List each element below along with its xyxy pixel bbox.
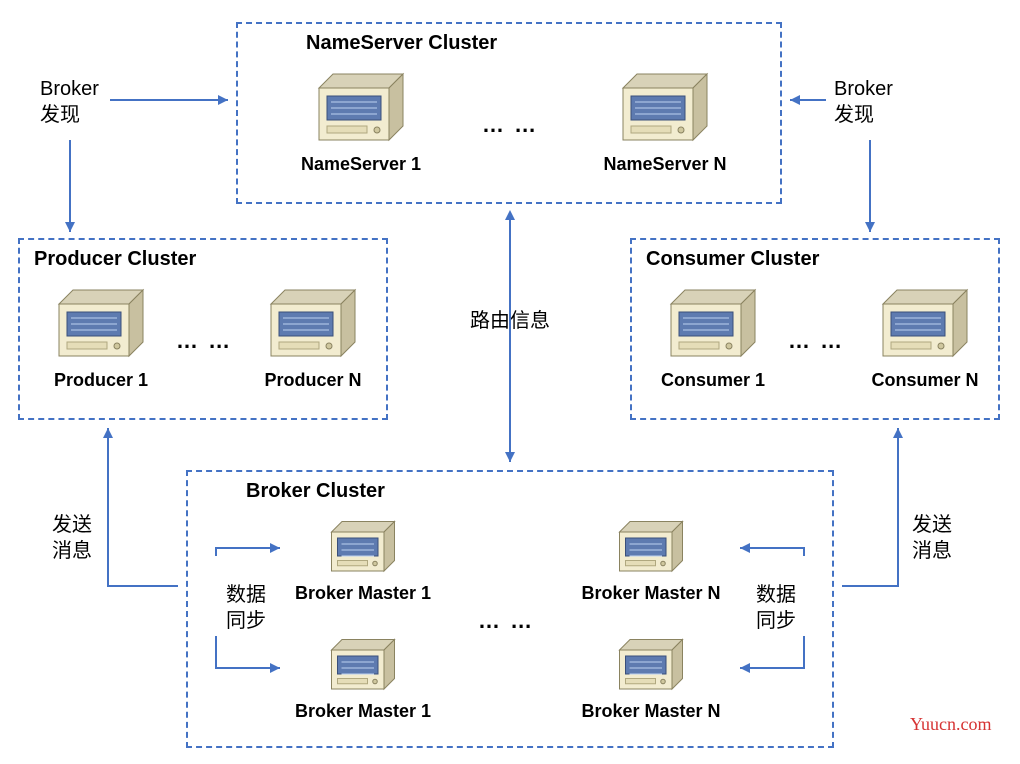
- producer-title: Producer Cluster: [34, 248, 196, 271]
- nameserver-title: NameServer Cluster: [306, 32, 497, 55]
- data-sync-left-label: 数据同步: [226, 582, 266, 634]
- consumer-title: Consumer Cluster: [646, 248, 819, 271]
- broker-title: Broker Cluster: [246, 480, 385, 503]
- send-msg-left-label: 发送消息: [52, 512, 92, 564]
- watermark: Yuucn.com: [910, 714, 991, 735]
- broker-discover-left-label: Broker发现: [40, 76, 99, 128]
- send-msg-right-label: 发送消息: [912, 512, 952, 564]
- dots: … …: [482, 112, 538, 138]
- dots: … …: [176, 328, 232, 354]
- dots: … …: [788, 328, 844, 354]
- dots: … …: [478, 608, 534, 634]
- data-sync-right-label: 数据同步: [756, 582, 796, 634]
- broker-discover-right-label: Broker发现: [834, 76, 893, 128]
- route-info-label: 路由信息: [470, 308, 550, 334]
